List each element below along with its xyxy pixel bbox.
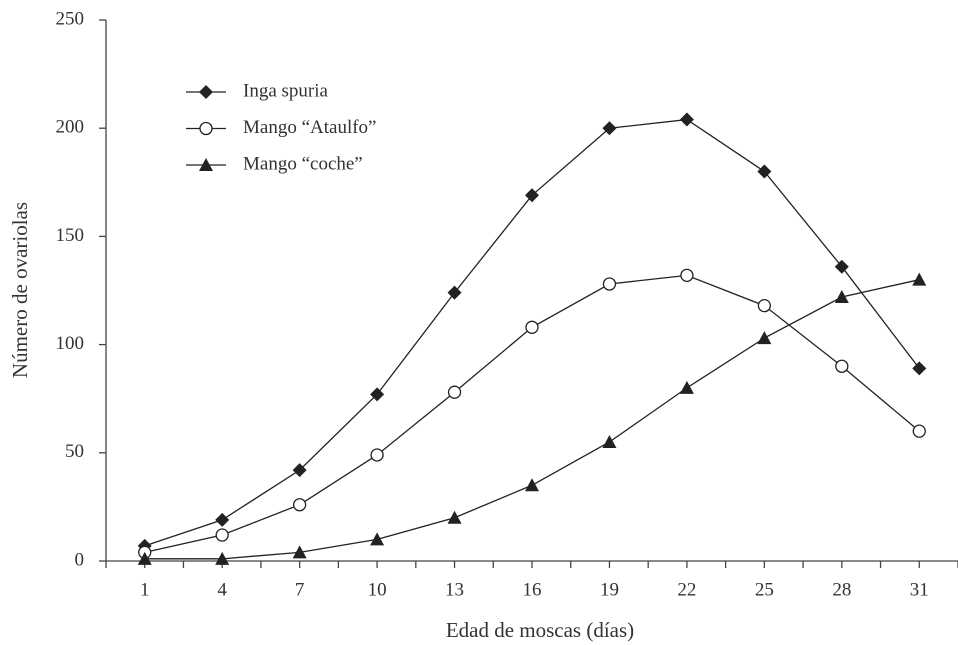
marker (757, 164, 772, 179)
y-axis-label: Número de ovariolas (8, 202, 32, 378)
marker (215, 512, 230, 527)
marker (370, 532, 385, 546)
marker (525, 478, 539, 492)
marker (834, 259, 849, 274)
y-tick-label: 200 (56, 117, 85, 138)
marker (215, 551, 230, 565)
marker (602, 277, 617, 291)
marker (525, 188, 539, 203)
marker (292, 498, 307, 512)
marker (679, 112, 694, 127)
marker (447, 510, 462, 524)
marker (912, 361, 927, 376)
marker (602, 434, 617, 448)
marker (447, 385, 462, 399)
marker (525, 320, 539, 334)
marker (447, 285, 462, 300)
legend-marker (199, 85, 213, 99)
marker (834, 289, 849, 303)
y-tick-label: 50 (65, 441, 84, 462)
marker (292, 545, 307, 559)
marker (679, 380, 694, 394)
marker (912, 272, 927, 286)
x-tick-label: 13 (445, 579, 464, 600)
x-axis-label: Edad de moscas (días) (446, 618, 634, 642)
legend-marker (199, 121, 213, 136)
x-tick-label: 10 (368, 579, 387, 600)
y-tick-label: 250 (56, 8, 85, 29)
x-tick-label: 22 (677, 579, 696, 600)
x-tick-label: 16 (523, 579, 542, 600)
y-tick-label: 150 (56, 225, 85, 246)
marker (370, 387, 385, 402)
marker (137, 551, 152, 565)
y-tick-label: 0 (75, 549, 85, 570)
marker (292, 463, 307, 478)
x-tick-label: 31 (910, 579, 929, 600)
x-tick-label: 19 (600, 579, 619, 600)
marker (602, 121, 617, 136)
legend-label: Inga spuria (243, 80, 329, 101)
marker (680, 268, 694, 283)
legend-label: Mango “coche” (243, 153, 363, 174)
marker (757, 298, 772, 313)
marker (757, 331, 772, 345)
x-tick-label: 4 (217, 579, 227, 600)
legend-marker (199, 158, 213, 171)
x-tick-label: 7 (295, 579, 305, 600)
marker (370, 448, 384, 462)
x-tick-label: 1 (140, 579, 150, 600)
marker (835, 359, 849, 373)
marker (912, 424, 926, 438)
x-tick-label: 25 (755, 579, 774, 600)
legend-label: Mango “Ataulfo” (243, 117, 376, 138)
marker (215, 528, 229, 542)
y-tick-label: 100 (56, 333, 85, 354)
x-tick-label: 28 (832, 579, 851, 600)
